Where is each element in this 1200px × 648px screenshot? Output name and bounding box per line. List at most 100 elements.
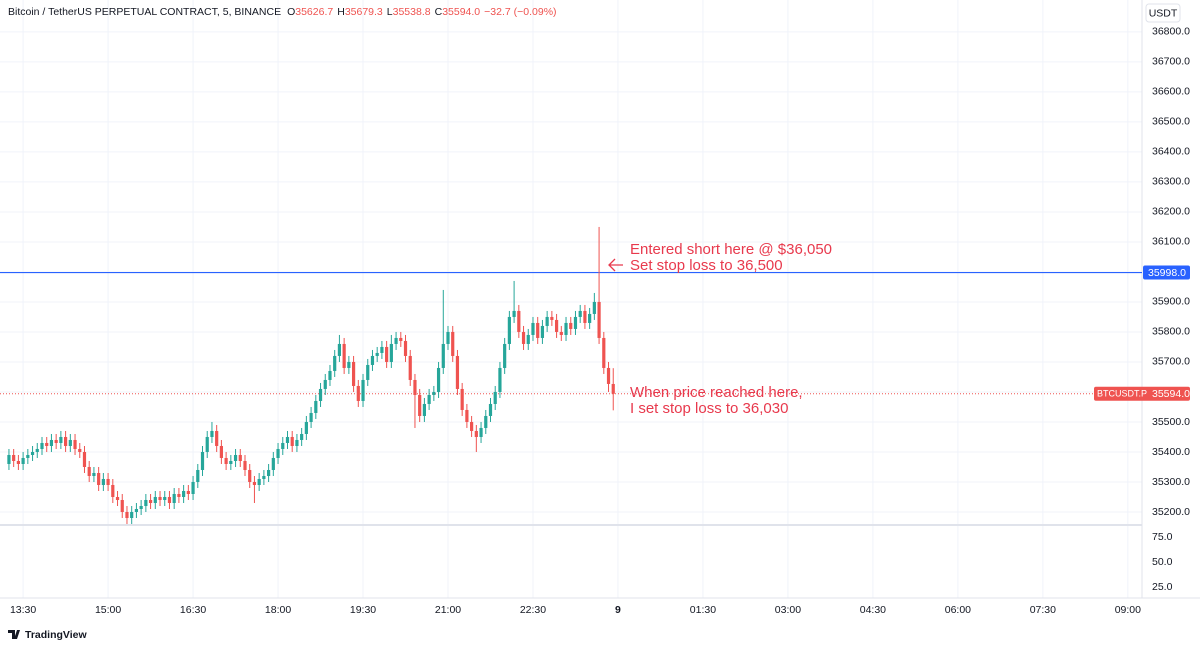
y-tick-label: 36800.0 xyxy=(1152,26,1190,38)
candle-body xyxy=(550,316,554,320)
candle-body xyxy=(82,451,87,467)
candle-body xyxy=(512,310,516,317)
candle-body xyxy=(285,436,290,443)
candle-body xyxy=(592,301,596,314)
candle-body xyxy=(455,355,460,389)
candle-body xyxy=(323,379,327,389)
candle-body xyxy=(389,343,393,362)
ohlc-key: C xyxy=(434,6,443,18)
candle-body xyxy=(172,493,176,503)
candle-body xyxy=(73,439,77,449)
candle-body xyxy=(375,352,379,356)
candle-body xyxy=(276,448,280,458)
candle-body xyxy=(380,346,384,353)
x-tick-label: 16:30 xyxy=(180,604,206,616)
y-tick-label: 35200.0 xyxy=(1152,506,1190,518)
symbol-title: Bitcoin / TetherUS PERPETUAL CONTRACT, 5… xyxy=(8,6,282,18)
y-tick-label: 35300.0 xyxy=(1152,476,1190,488)
candle-body xyxy=(351,361,356,386)
candle-body xyxy=(446,331,450,344)
candle-body xyxy=(148,499,153,503)
candle-body xyxy=(191,481,195,494)
candle-body xyxy=(134,508,139,512)
candle-body xyxy=(347,361,351,368)
last-price-box xyxy=(1094,386,1190,401)
candle-body xyxy=(115,496,120,500)
candle-body xyxy=(356,385,360,401)
indicator-tick-label: 75.0 xyxy=(1152,531,1173,543)
candle-body xyxy=(68,439,72,446)
candle-body xyxy=(87,466,91,476)
candle-body xyxy=(526,334,530,344)
candle-body xyxy=(370,355,375,365)
candle-body xyxy=(470,421,474,431)
candle-body xyxy=(304,421,308,434)
hline-label-box xyxy=(1143,265,1190,280)
candle-body xyxy=(120,499,124,512)
candle-body xyxy=(488,403,493,416)
candle-body xyxy=(130,511,134,518)
ohlc-value: 35538.8 xyxy=(392,6,431,18)
candle-body xyxy=(63,436,68,446)
candle-body xyxy=(503,343,507,368)
annotation-text: I set stop loss to 36,030 xyxy=(630,400,788,417)
candle-body xyxy=(540,325,545,338)
candle-body xyxy=(474,430,478,437)
ohlc-key: H xyxy=(337,6,345,18)
currency-box xyxy=(1145,3,1181,23)
candle-body xyxy=(54,439,58,443)
candle-body xyxy=(394,337,398,344)
candle-body xyxy=(361,379,365,401)
change-value: −32.7 (−0.09%) xyxy=(484,6,557,18)
candle-body xyxy=(186,490,190,494)
candle-body xyxy=(611,383,615,394)
candle-body xyxy=(328,370,332,380)
candle-body xyxy=(432,391,436,395)
candle-body xyxy=(517,310,521,332)
candle-body xyxy=(144,499,148,506)
y-tick-label: 35400.0 xyxy=(1152,446,1190,458)
candle-body xyxy=(224,457,228,464)
candle-body xyxy=(196,469,200,482)
hline-label: 35998.0 xyxy=(1148,267,1186,279)
candle-body xyxy=(219,445,223,458)
candle-body xyxy=(35,448,39,452)
candle-body xyxy=(597,301,601,338)
candle-body xyxy=(460,388,464,410)
candle-body xyxy=(210,430,214,437)
candle-body xyxy=(436,367,441,392)
candle-body xyxy=(366,364,370,380)
candle-body xyxy=(385,346,389,362)
y-tick-label: 36300.0 xyxy=(1152,176,1190,188)
candle-body xyxy=(101,478,105,485)
candle-body xyxy=(233,454,238,461)
candle-body xyxy=(422,403,426,416)
y-tick-label: 36500.0 xyxy=(1152,116,1190,128)
candle-body xyxy=(573,316,578,329)
y-tick-label: 36700.0 xyxy=(1152,56,1190,68)
indicator-tick-label: 25.0 xyxy=(1152,581,1173,593)
x-tick-label: 09:00 xyxy=(1115,604,1141,616)
annotation-text: Set stop loss to 36,500 xyxy=(630,257,783,274)
y-tick-label: 36200.0 xyxy=(1152,206,1190,218)
candle-body xyxy=(413,379,417,395)
candle-body xyxy=(167,496,172,503)
candle-body xyxy=(465,409,469,422)
candle-body xyxy=(545,316,549,326)
candle-body xyxy=(182,490,186,497)
x-tick-label: 07:30 xyxy=(1030,604,1056,616)
ohlc-value: 35626.7 xyxy=(295,6,334,18)
candle-body xyxy=(342,343,346,368)
candle-body xyxy=(602,337,606,368)
candle-body xyxy=(583,310,587,323)
y-tick-label: 36100.0 xyxy=(1152,236,1190,248)
y-tick-label: 36600.0 xyxy=(1152,86,1190,98)
candle-body xyxy=(26,454,30,458)
x-tick-label: 04:30 xyxy=(860,604,886,616)
y-tick-label: 35500.0 xyxy=(1152,416,1190,428)
candle-body xyxy=(153,496,157,503)
candle-body xyxy=(139,505,143,509)
candle-body xyxy=(521,331,526,344)
